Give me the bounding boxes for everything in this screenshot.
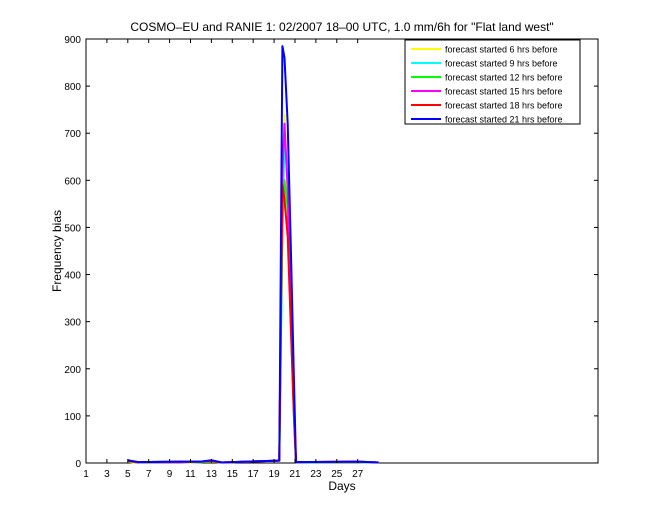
x-tick-label: 1	[83, 469, 89, 480]
x-tick-label: 7	[146, 469, 152, 480]
axes-layer: 1 3 5 7 9 11 13 15 17 19 21 23 25 2701002003004005006…	[64, 35, 598, 480]
y-tick-label: 600	[64, 176, 81, 187]
legend-label: forecast started 6 hrs before	[445, 45, 558, 55]
legend-label: forecast started 12 hrs before	[445, 73, 563, 83]
series-line-6	[127, 45, 379, 464]
legend-box	[404, 39, 581, 125]
x-tick-label: 9	[167, 469, 173, 480]
y-tick-label: 0	[75, 459, 81, 470]
x-tick-label: 21	[289, 469, 301, 480]
legend-label: forecast started 18 hrs before	[445, 101, 563, 111]
y-tick-label: 700	[64, 129, 81, 140]
x-tick-label: 13	[206, 469, 218, 480]
legend-label: forecast started 15 hrs before	[445, 87, 563, 97]
y-tick-label: 800	[64, 82, 81, 93]
y-tick-label: 300	[64, 318, 81, 329]
x-axis-label: Days	[328, 479, 355, 493]
series-layer	[127, 45, 379, 464]
y-tick-label: 900	[64, 35, 81, 46]
x-tick-label: 5	[125, 469, 131, 480]
x-tick-label: 27	[352, 469, 364, 480]
x-tick-label: 15	[227, 469, 239, 480]
y-tick-label: 100	[64, 412, 81, 423]
legend-label: forecast started 9 hrs before	[445, 59, 558, 69]
y-tick-label: 200	[64, 365, 81, 376]
x-tick-label: 17	[248, 469, 260, 480]
legend-items: forecast started 6 hrs before forecast st…	[411, 45, 563, 125]
y-tick-label: 500	[64, 223, 81, 234]
x-tick-label: 3	[104, 469, 110, 480]
legend: forecast started 6 hrs before forecast st…	[404, 39, 581, 125]
x-tick-label: 19	[269, 469, 281, 480]
x-tick-label: 23	[310, 469, 322, 480]
y-axis-label: Frequency bias	[50, 210, 64, 292]
x-tick-label: 25	[331, 469, 343, 480]
chart-title: COSMO–EU and RANIE 1: 02/2007 18–00 UTC,…	[130, 20, 553, 34]
x-tick-label: 11	[185, 469, 196, 480]
legend-label: forecast started 21 hrs before	[445, 115, 563, 125]
y-tick-label: 400	[64, 271, 81, 282]
